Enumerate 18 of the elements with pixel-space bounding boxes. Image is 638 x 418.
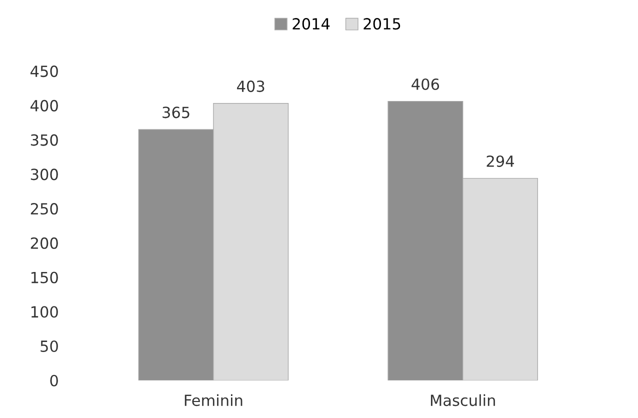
x-tick-label: Feminin — [184, 394, 242, 406]
y-tick-label: 50 — [40, 340, 58, 352]
y-tick-label: 300 — [30, 168, 58, 180]
y-tick-label: 0 — [50, 374, 58, 386]
data-label: 406 — [412, 78, 440, 90]
y-tick-label: 400 — [30, 100, 58, 112]
data-label: 365 — [162, 106, 190, 118]
y-tick-label: 100 — [31, 306, 58, 318]
data-label: 294 — [486, 155, 514, 167]
y-tick-label: 200 — [30, 237, 58, 249]
data-label: 403 — [237, 80, 264, 92]
y-tick-label: 350 — [30, 134, 58, 146]
y-tick-label: 450 — [30, 66, 58, 78]
legend-label: 2015 — [364, 18, 400, 30]
x-tick-label: Masculin — [430, 394, 495, 406]
y-tick-label: 250 — [30, 203, 58, 215]
y-tick-label: 150 — [31, 272, 58, 284]
legend-label: 2014 — [292, 18, 330, 30]
